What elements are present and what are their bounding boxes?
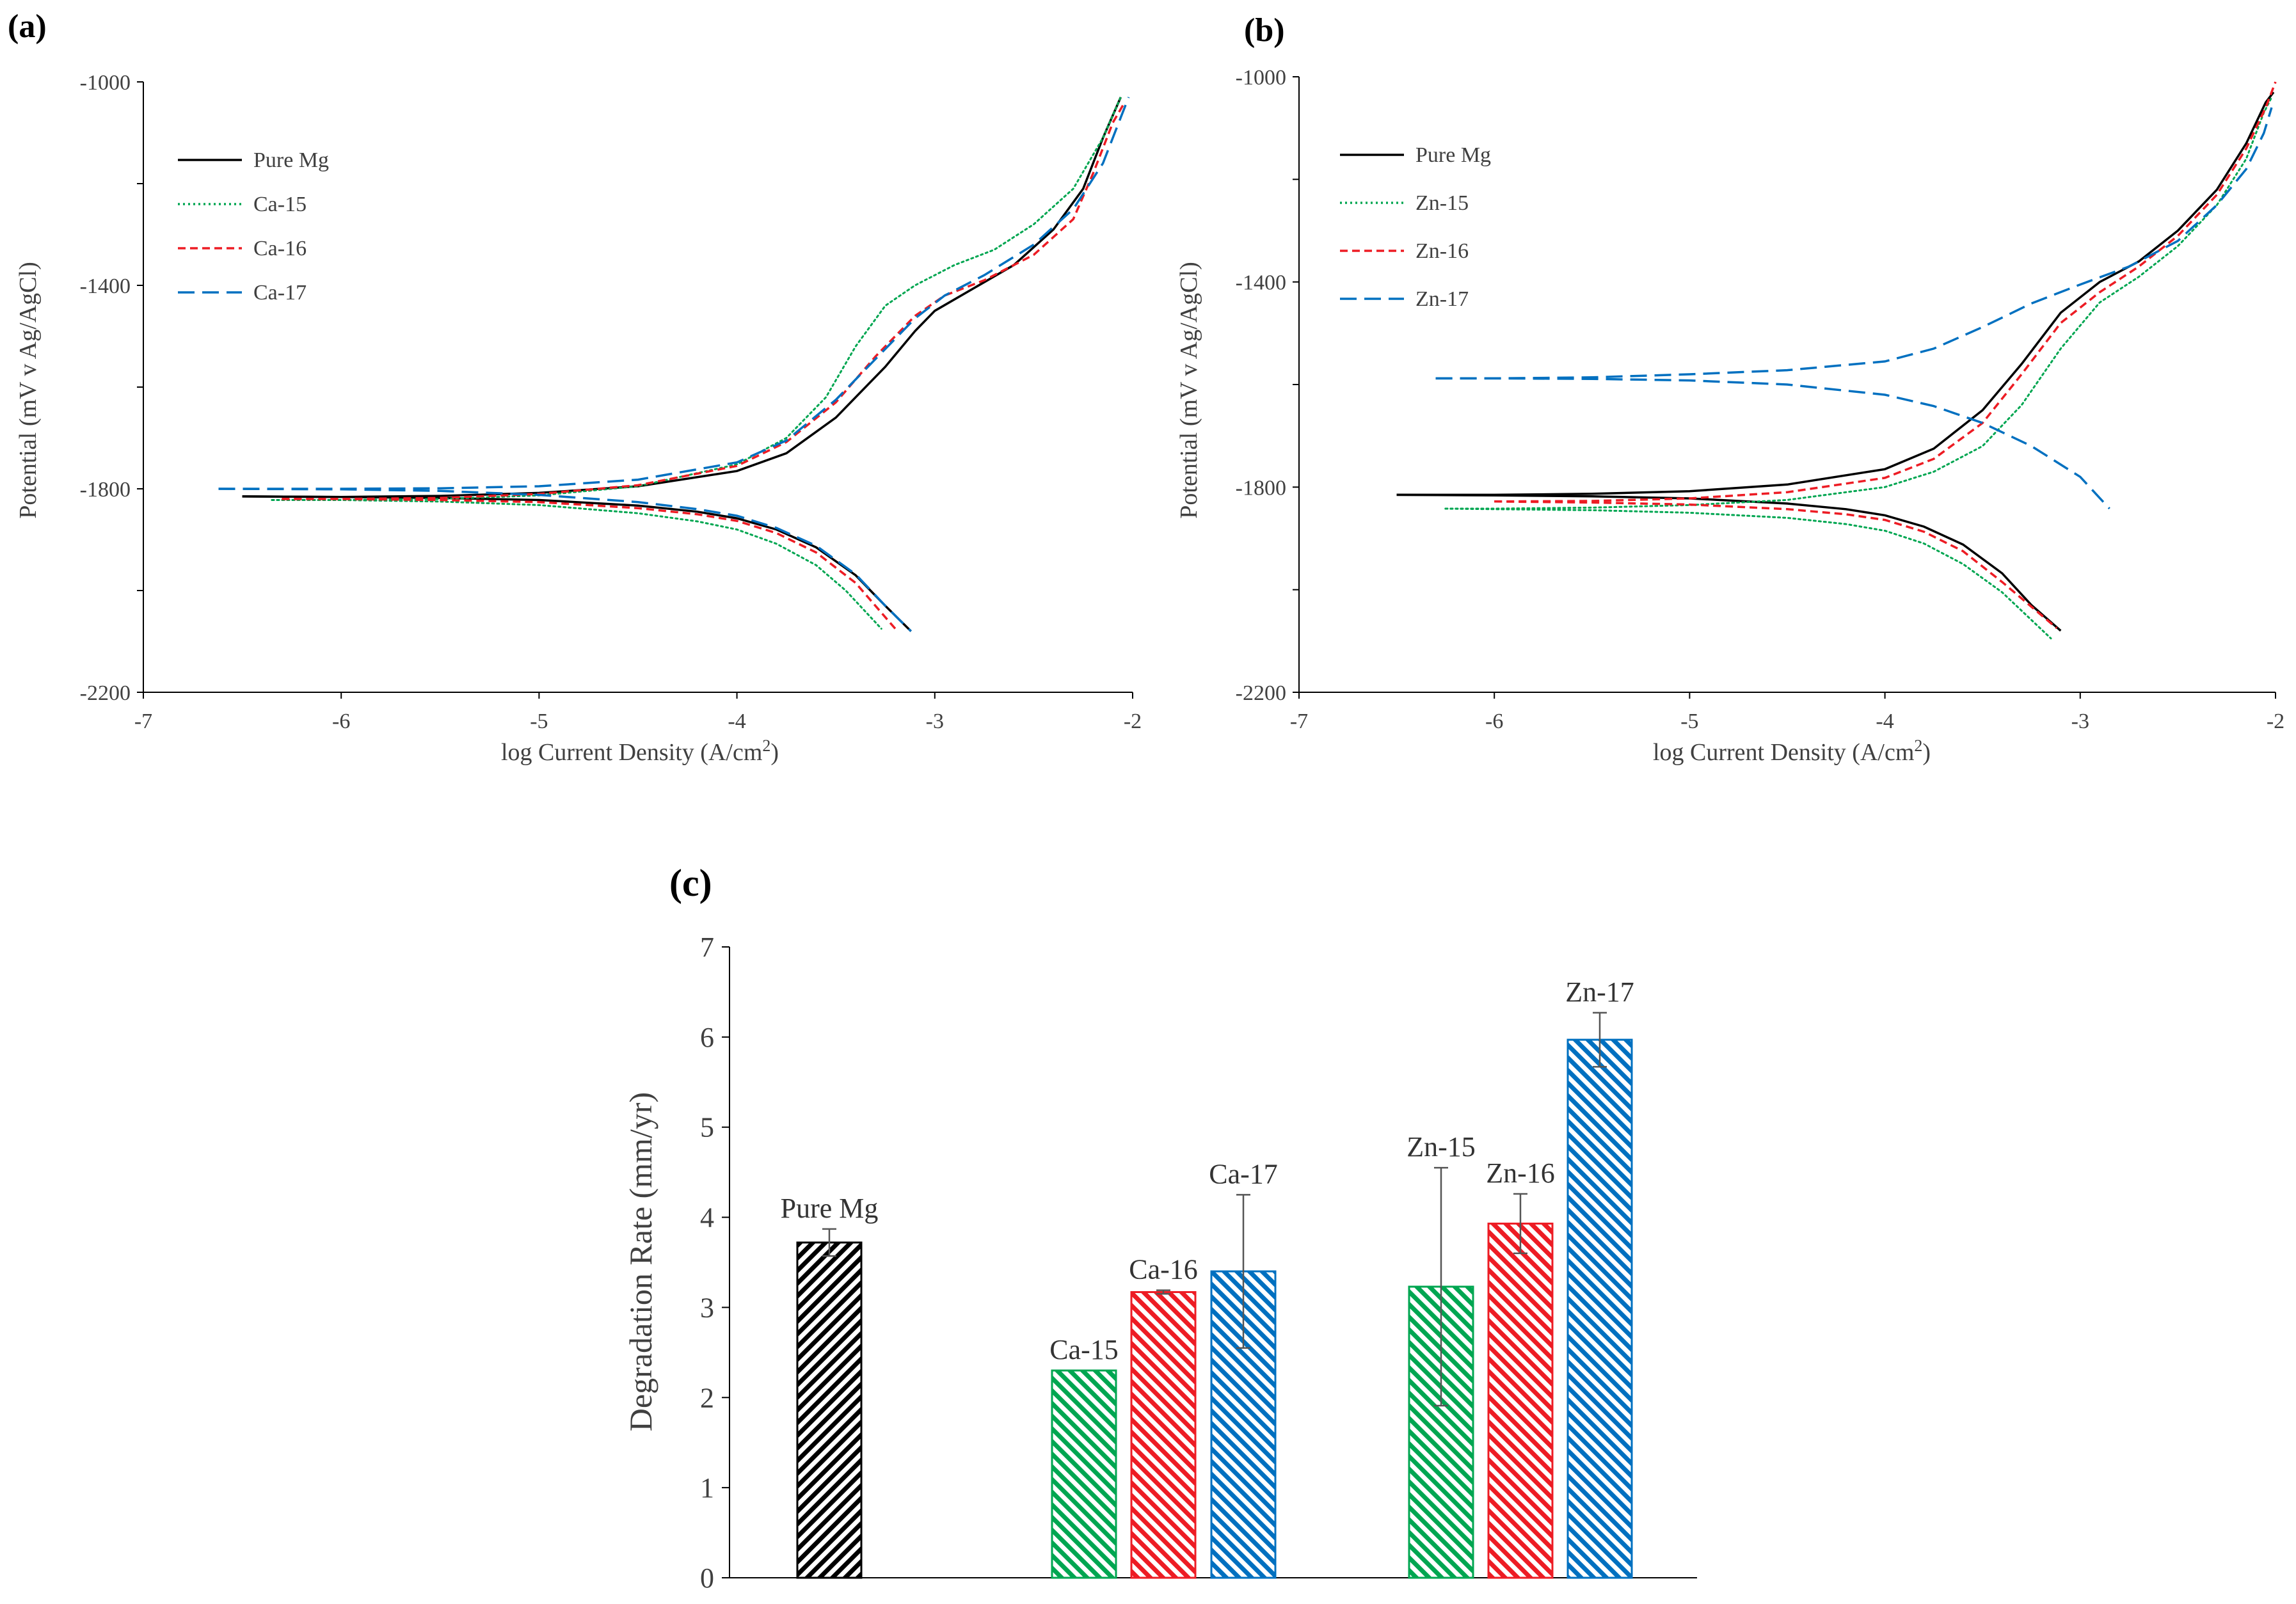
plot-area	[137, 81, 1133, 699]
legend-label: Ca-15	[253, 193, 307, 216]
plot-area: Pure Mg Ca-15 Ca-16 Ca-17 Zn-15 Zn-16 Zn-17	[722, 946, 1697, 1579]
series-line-pure-mg-cathodic	[1396, 493, 2062, 632]
series-line-zn-17-cathodic	[1435, 377, 2110, 510]
x-tick-label: -7	[134, 710, 152, 733]
series-line-zn-15-cathodic	[1444, 507, 2052, 640]
y-tick-label: -1400	[80, 274, 131, 298]
bar-zn-17	[1567, 1038, 1633, 1579]
y-tick-label: -1800	[1236, 476, 1286, 500]
x-tick-label: -3	[926, 710, 944, 733]
legend-label: Ca-16	[253, 237, 307, 260]
x-tick-label: -2	[2267, 710, 2284, 733]
y-tick-label: 1	[700, 1472, 714, 1504]
y-tick-labels: 0 1 2 3 4 5 6 7	[700, 932, 714, 1594]
y-tick-label: 7	[700, 932, 714, 963]
legend: Pure Mg Zn-15 Zn-16 Zn-17	[1340, 143, 1491, 311]
panel-label-c: (c)	[669, 862, 712, 904]
bar-label-ca-15: Ca-15	[1049, 1334, 1119, 1365]
bar-label-ca-16: Ca-16	[1129, 1254, 1198, 1285]
series-line-ca-16-cathodic	[282, 498, 897, 630]
y-tick-label: -1800	[80, 478, 131, 502]
series-line-ca-15-cathodic	[271, 499, 882, 630]
y-tick-labels: -1000 -1400 -1800 -2200	[1236, 66, 1286, 705]
bar-label-pure-mg: Pure Mg	[781, 1193, 879, 1224]
series-line-zn-15-anodic	[1444, 96, 2273, 510]
panel-label-a: (a)	[8, 8, 47, 45]
y-tick-label: -1400	[1236, 271, 1286, 295]
y-tick-label: 3	[700, 1292, 714, 1323]
panel-label-b: (b)	[1244, 12, 1285, 49]
series-line-zn-16-cathodic	[1494, 500, 2058, 630]
x-tick-label: -5	[1680, 710, 1698, 733]
series-line-ca-17-anodic	[218, 97, 1130, 490]
bar-pure-mg	[796, 1241, 863, 1579]
bar-ca-15	[1051, 1369, 1117, 1579]
series-line-pure-mg-cathodic	[242, 495, 912, 632]
x-tick-label: -4	[728, 710, 745, 733]
y-tick-label: -2200	[80, 681, 131, 705]
y-tick-label: -1000	[80, 71, 131, 95]
x-tick-label: -5	[530, 710, 548, 733]
bar-label-zn-16: Zn-16	[1486, 1157, 1555, 1189]
legend-label: Ca-17	[253, 281, 307, 305]
x-tick-labels: -7 -6 -5 -4 -3 -2	[134, 710, 1142, 733]
y-tick-label: 2	[700, 1382, 714, 1413]
series-line-ca-16-anodic	[282, 101, 1126, 500]
y-tick-label: 0	[700, 1562, 714, 1594]
series-line-ca-17-cathodic	[218, 488, 912, 632]
series-line-ca-15-anodic	[271, 96, 1122, 501]
y-tick-labels: -1000 -1400 -1800 -2200	[80, 71, 131, 705]
x-tick-labels: -7 -6 -5 -4 -3 -2	[1290, 710, 2284, 733]
chart-panel-b: (b) -1000 -1400 -1800 -2200 -7 -6 -5 -4 -3 -2 Pu…	[1176, 12, 2284, 766]
y-axis-title: Degradation Rate (mm/yr)	[623, 1092, 658, 1431]
y-axis-title: Potential (mV v Ag/AgCl)	[15, 262, 42, 518]
legend: Pure Mg Ca-15 Ca-16 Ca-17	[178, 148, 329, 305]
x-tick-label: -6	[1485, 710, 1503, 733]
bar-ca-16	[1130, 1290, 1197, 1579]
y-tick-label: 4	[700, 1202, 714, 1234]
series-line-pure-mg-anodic	[1396, 91, 2275, 496]
x-tick-label: -3	[2071, 710, 2089, 733]
y-tick-label: 6	[700, 1022, 714, 1053]
plot-area	[1293, 76, 2277, 699]
x-tick-label: -7	[1290, 710, 1308, 733]
legend-label: Zn-17	[1415, 287, 1469, 311]
bar-label-zn-15: Zn-15	[1407, 1131, 1476, 1163]
chart-panel-c: (c) 0 1 2 3 4 5 6 7 Pure Mg Ca-15 Ca-16 Ca-17 Zn-15…	[623, 862, 1697, 1594]
legend-label: Zn-15	[1415, 191, 1469, 215]
bar-label-zn-17: Zn-17	[1565, 976, 1634, 1008]
series-line-pure-mg-anodic	[242, 97, 1122, 498]
x-tick-label: -4	[1876, 710, 1893, 733]
x-axis-title: log Current Density (A/cm2)	[501, 736, 779, 766]
series-line-zn-17-anodic	[1435, 107, 2273, 380]
y-tick-label: 5	[700, 1112, 714, 1143]
bar-zn-16	[1487, 1222, 1554, 1579]
x-axis-title: log Current Density (A/cm2)	[1653, 736, 1931, 766]
legend-label: Pure Mg	[1415, 143, 1491, 167]
y-tick-label: -1000	[1236, 66, 1286, 90]
legend-label: Pure Mg	[253, 148, 329, 172]
legend-label: Zn-16	[1415, 239, 1469, 263]
x-tick-label: -2	[1124, 710, 1142, 733]
y-axis-title: Potential (mV v Ag/AgCl)	[1176, 262, 1202, 518]
chart-panel-a: (a) -1000 -1400 -1800 -2200 -7 -6 -5 -4 -3 -2 Pu…	[8, 8, 1142, 766]
y-tick-label: -2200	[1236, 681, 1286, 705]
x-tick-label: -6	[332, 710, 350, 733]
series-line-zn-16-anodic	[1494, 81, 2277, 503]
bar-label-ca-17: Ca-17	[1209, 1158, 1278, 1189]
